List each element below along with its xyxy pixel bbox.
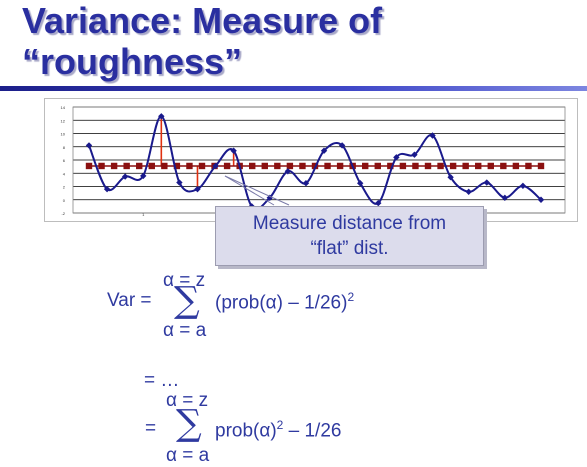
y-tick-label: 6 [63,158,66,163]
flat-point [324,162,331,170]
flat-point [161,162,168,170]
distribution-chart: -2 0 2 4 6 8 10 12 14 1 [61,105,566,217]
flat-point [98,162,105,170]
data-point [501,194,509,201]
flat-point [148,162,155,170]
y-tick-label: 10 [61,132,66,137]
variance-exponent: 2 [347,290,355,304]
chart-frame: -2 0 2 4 6 8 10 12 14 1 [44,98,578,222]
callout-pointer [224,175,275,206]
flat-point [261,162,268,170]
formula2-term-text: prob(α) [215,420,277,442]
flat-point [462,162,469,170]
data-point [537,196,545,203]
y-tick-label: 0 [63,198,66,203]
flat-point [537,162,545,170]
flat-point [412,162,419,170]
data-point [519,182,527,190]
callout-pointer [224,175,290,206]
data-point [483,179,490,186]
sigma-symbol-2: ∑ [176,403,202,444]
flat-point [249,162,256,170]
flat-point [274,162,281,170]
flat-point [223,162,231,170]
flat-point [136,162,143,170]
flat-point [198,162,206,170]
flat-point [123,162,130,170]
y-tick-label: 12 [61,118,66,123]
flat-point [374,162,381,170]
title-line-1: Variance: Measure of [22,0,383,41]
callout-line-2: “flat” dist. [310,238,389,259]
sum2-lower-limit: α = a [166,445,210,466]
data-point [212,162,219,170]
data-point [176,179,183,186]
flat-point [186,162,193,170]
flat-point [512,162,520,170]
flat-point [399,162,407,170]
flat-point [500,162,507,170]
data-point [284,168,292,175]
formula2-term-after: – 1/26 [283,420,342,442]
flat-point [487,162,494,170]
flat-point [362,162,369,170]
data-point [85,142,93,149]
x-tick-label: 1 [142,212,145,217]
data-point [338,142,346,149]
data-point [103,185,111,193]
flat-point [286,162,294,170]
data-point [429,132,436,139]
flat-point [525,162,532,170]
formula2-exponent: 2 [276,418,284,432]
flat-point [299,162,306,170]
data-point [140,172,147,180]
distribution-series-line [88,115,542,211]
data-point [393,154,400,161]
callout-box: Measure distance from “flat” dist. [215,206,484,266]
y-tick-label: 2 [63,185,66,190]
y-tick-label: 14 [61,105,66,110]
variance-term-text: (prob(α) – 1/26) [215,292,348,314]
data-point [230,147,237,154]
sum-upper-limit: α = z [163,270,206,291]
data-point [158,113,165,120]
y-tick-label: 4 [63,171,66,176]
formula2-lhs: = [145,418,157,439]
flat-point [85,162,93,170]
sum2-upper-limit: α = z [166,390,209,411]
callout-line-1: Measure distance from [252,213,447,234]
data-point [411,151,418,158]
title-line-2: “roughness” [22,41,243,82]
flat-point [475,162,482,170]
flat-point [387,162,394,170]
data-point [320,147,328,154]
variance-term: (prob(α) – 1/26)2 [215,291,354,312]
slide-title: Variance: Measure of “roughness” [22,0,382,82]
y-tick-label: -2 [61,211,65,216]
sum-lower-limit: α = a [163,320,207,341]
sigma-symbol: ∑ [174,280,200,321]
data-point [447,174,454,181]
flat-point [449,162,457,170]
title-underline [0,86,587,91]
flat-point [110,162,118,170]
data-point [266,194,273,201]
flat-point [173,162,181,170]
formula2-term: prob(α)2 – 1/26 [215,419,341,440]
variance-lhs: Var = [107,290,152,311]
y-tick-label: 8 [63,145,66,150]
data-point [194,185,201,193]
ellipsis-line: = … [144,370,180,391]
flat-point [437,162,444,170]
flat-point [336,162,344,170]
data-point [465,188,472,195]
flat-point [424,162,432,170]
